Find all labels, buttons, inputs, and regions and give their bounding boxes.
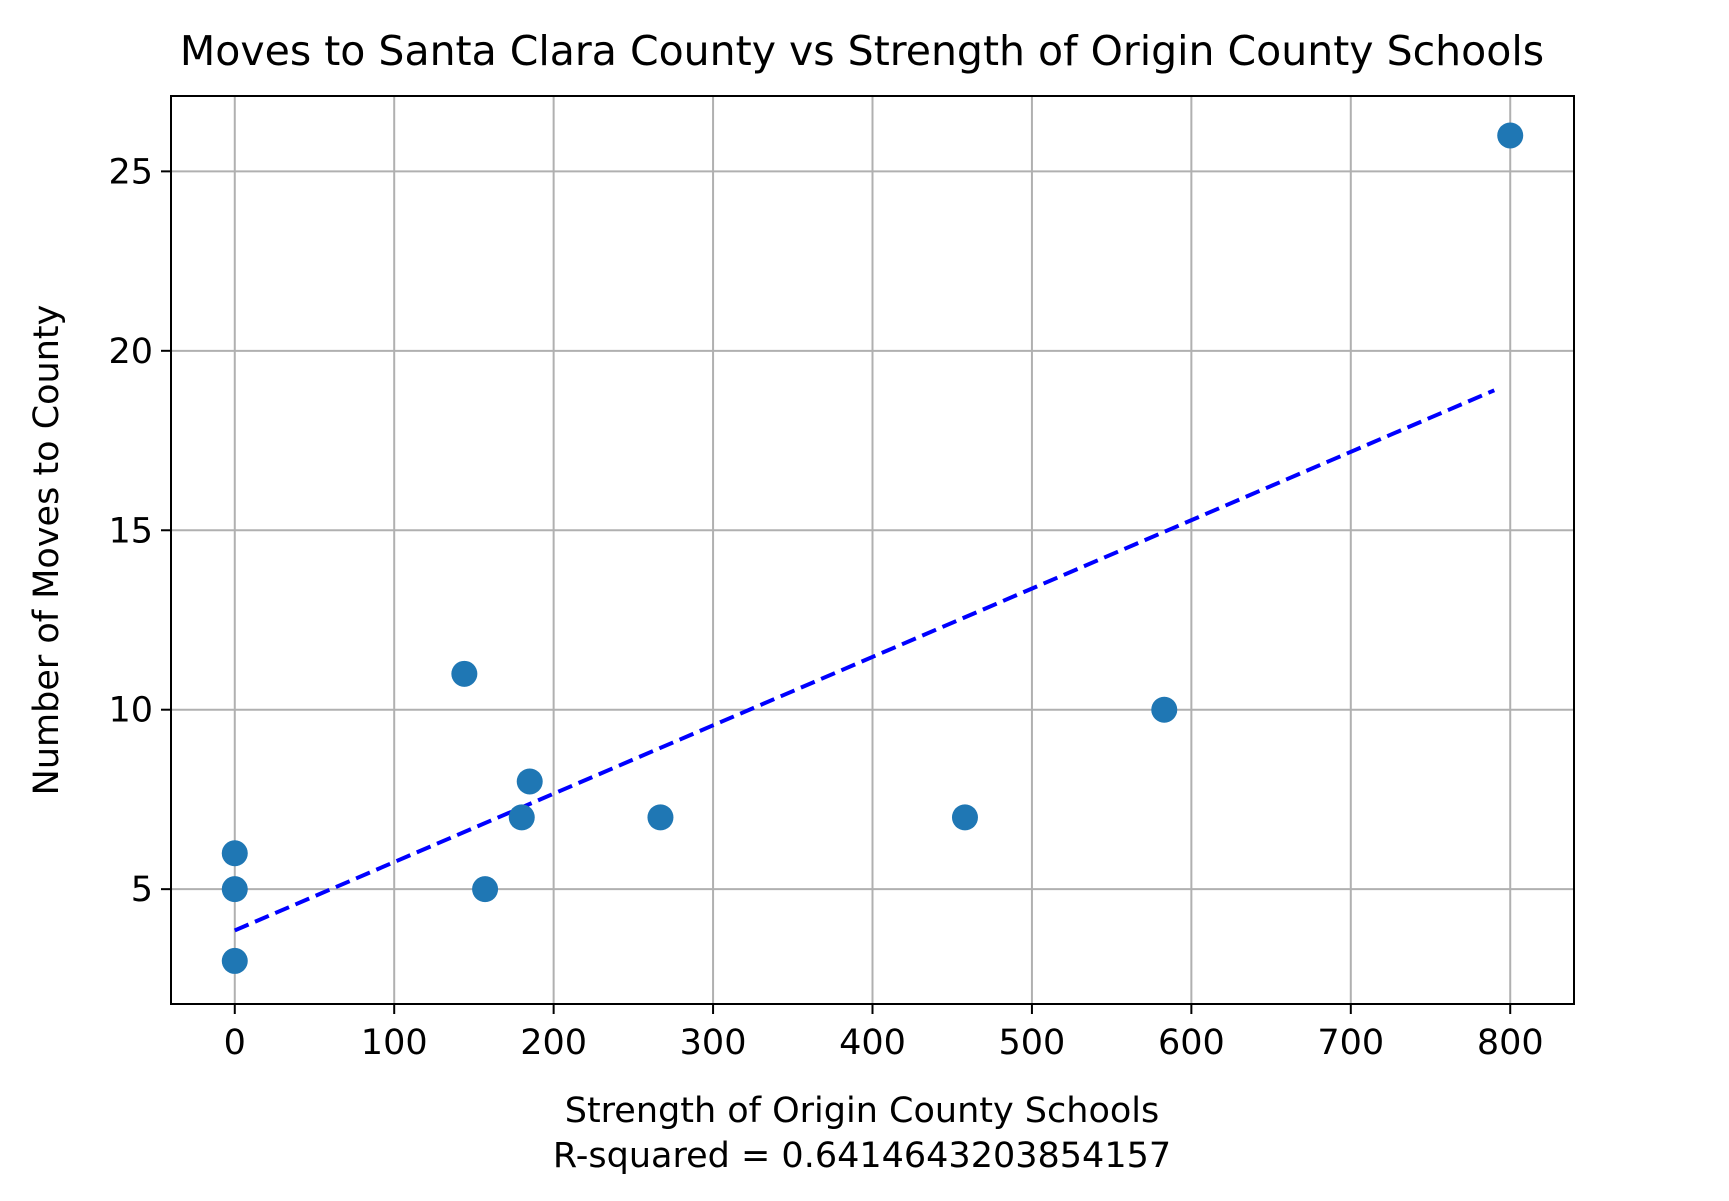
x-tick-label: 300 bbox=[680, 1023, 747, 1063]
x-tick-label: 200 bbox=[520, 1023, 587, 1063]
data-point bbox=[472, 876, 499, 903]
x-tick-label: 500 bbox=[999, 1023, 1066, 1063]
y-axis-label: Number of Moves to County bbox=[27, 305, 67, 796]
data-point bbox=[221, 876, 248, 903]
chart-title: Moves to Santa Clara County vs Strength … bbox=[180, 27, 1544, 75]
x-tick-label: 800 bbox=[1477, 1023, 1544, 1063]
x-tick-label: 100 bbox=[361, 1023, 428, 1063]
grid-lines bbox=[171, 96, 1574, 1004]
x-tick-label: 0 bbox=[224, 1023, 246, 1063]
data-point bbox=[647, 804, 674, 831]
data-point bbox=[1151, 696, 1178, 723]
x-axis-label: Strength of Origin County Schools bbox=[565, 1091, 1160, 1131]
y-tick-label: 25 bbox=[108, 152, 153, 192]
trendline-layer bbox=[233, 388, 1496, 933]
y-tick-label: 20 bbox=[108, 332, 153, 372]
r-squared-label: R-squared = 0.6414643203854157 bbox=[553, 1136, 1171, 1176]
x-tick-label: 400 bbox=[839, 1023, 906, 1063]
data-point bbox=[221, 840, 248, 867]
trendline bbox=[233, 388, 1496, 933]
data-points bbox=[221, 122, 1524, 974]
data-point bbox=[951, 804, 978, 831]
y-tick-label: 10 bbox=[108, 691, 153, 731]
x-tick-label: 700 bbox=[1317, 1023, 1384, 1063]
data-point bbox=[1497, 122, 1524, 149]
data-point bbox=[516, 768, 543, 795]
data-point bbox=[451, 660, 478, 687]
data-point bbox=[221, 947, 248, 974]
x-tick-label: 600 bbox=[1158, 1023, 1225, 1063]
axis-ticks: 0 100 200 300 400 500 600 700 800 5 10 15 20 25 bbox=[108, 152, 1543, 1063]
y-tick-label: 5 bbox=[131, 870, 153, 910]
y-tick-label: 15 bbox=[108, 511, 153, 551]
data-point bbox=[508, 804, 535, 831]
